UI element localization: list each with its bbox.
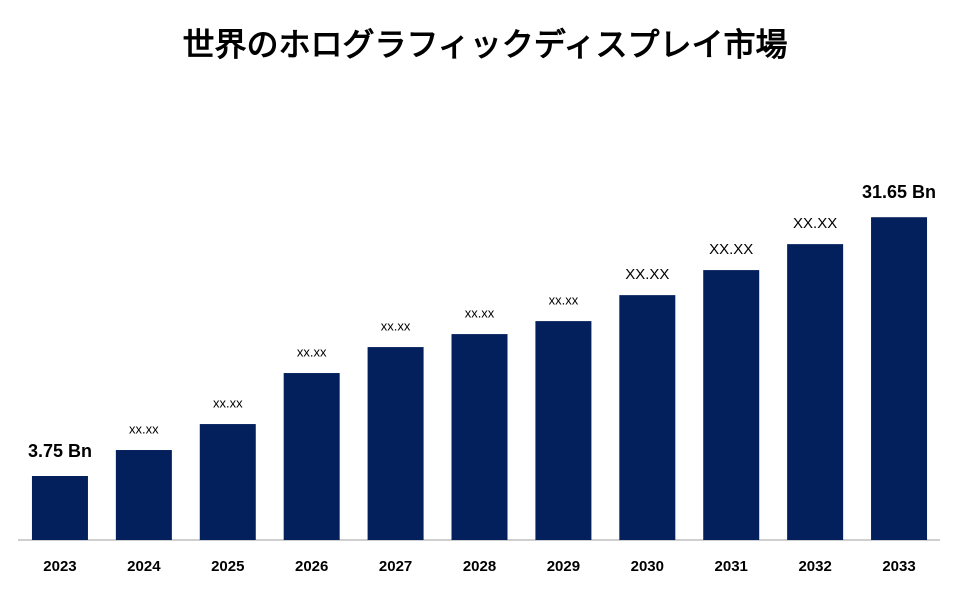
x-tick-label: 2028 [463, 558, 496, 575]
data-label: 31.65 Bn [862, 182, 936, 202]
x-tick-label: 2032 [798, 558, 831, 575]
bar [535, 321, 592, 540]
bar [871, 217, 928, 540]
x-tick-label: 2024 [127, 558, 161, 575]
data-label: 3.75 Bn [28, 441, 92, 461]
data-label: XX.XX [625, 266, 669, 283]
x-tick-label: 2029 [547, 558, 580, 575]
bar [283, 373, 340, 540]
data-label: xx.xx [465, 306, 495, 321]
x-tick-label: 2031 [715, 558, 748, 575]
bar [367, 347, 424, 540]
x-tick-label: 2030 [631, 558, 664, 575]
bar [703, 270, 760, 540]
bar [787, 244, 844, 540]
data-label: XX.XX [793, 215, 837, 232]
data-label: xx.xx [381, 319, 411, 334]
data-label: xx.xx [549, 293, 579, 308]
x-tick-label: 2026 [295, 558, 328, 575]
bar [31, 476, 88, 540]
bar [199, 424, 256, 540]
x-tick-label: 2027 [379, 558, 412, 575]
bar [451, 334, 508, 540]
data-label: XX.XX [709, 241, 753, 258]
bar [619, 295, 676, 540]
data-label: xx.xx [213, 395, 243, 410]
chart-title: 世界のホログラフィックディスプレイ市場 [182, 26, 787, 62]
data-label: xx.xx [297, 344, 327, 359]
x-tick-label: 2023 [43, 558, 76, 575]
data-label: xx.xx [129, 421, 159, 436]
x-tick-label: 2025 [211, 558, 244, 575]
bar [115, 450, 172, 540]
x-tick-label: 2033 [882, 558, 915, 575]
